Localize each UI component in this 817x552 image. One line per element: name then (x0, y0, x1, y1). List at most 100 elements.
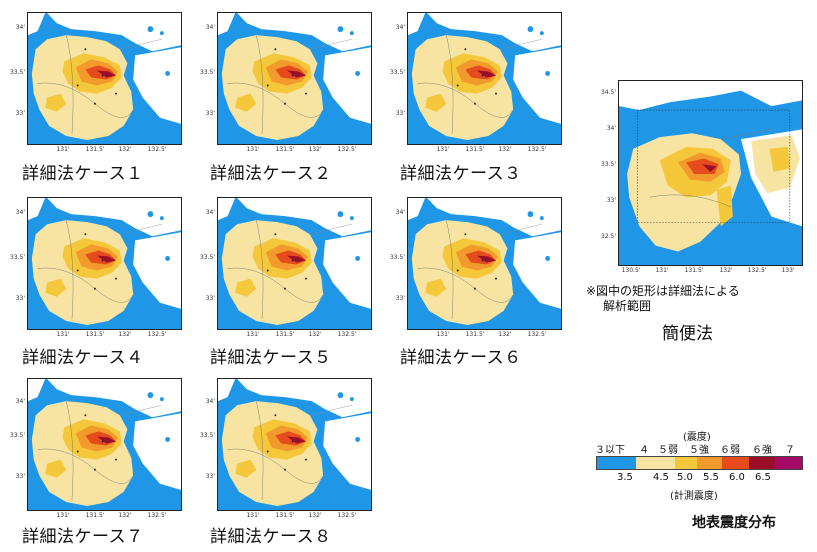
case-caption: 詳細法ケース１ (22, 164, 144, 184)
legend-swatch (748, 457, 776, 469)
y-tick: 33' (15, 473, 25, 480)
intensity-map (27, 12, 182, 145)
x-tick: 132' (308, 512, 322, 519)
simple-method-caption: 簡便法 (662, 324, 713, 344)
intensity-map (27, 197, 182, 330)
case-caption: 詳細法ケース２ (210, 164, 332, 184)
y-tick: 33.5' (9, 432, 25, 439)
x-tick: 131.5' (85, 331, 105, 338)
x-tick: 131' (246, 146, 260, 153)
y-tick: 34.5' (600, 89, 616, 96)
x-tick: 130.5' (621, 267, 641, 274)
x-tick: 131' (246, 331, 260, 338)
legend-class: ６強 (752, 445, 772, 456)
y-tick: 33.5' (9, 69, 25, 76)
x-tick: 131.5' (465, 146, 485, 153)
y-tick: 33' (205, 110, 215, 117)
y-tick: 33' (395, 110, 405, 117)
intensity-map (217, 378, 372, 511)
x-tick: 131.5' (275, 331, 295, 338)
legend-class: ３以下 (595, 445, 625, 456)
y-tick: 33.5' (389, 254, 405, 261)
case-caption: 詳細法ケース４ (22, 348, 144, 368)
legend-value: 6.5 (755, 472, 771, 483)
y-tick: 33.5' (199, 254, 215, 261)
legend-class: ５弱 (658, 445, 678, 456)
x-tick: 131' (655, 267, 669, 274)
legend-value: 4.5 (653, 472, 669, 483)
x-tick: 133' (781, 267, 795, 274)
x-tick: 132' (118, 331, 132, 338)
x-tick: 131.5' (465, 331, 485, 338)
figure-title: 地表震度分布 (692, 515, 776, 531)
y-tick: 34' (15, 398, 25, 405)
x-tick: 132.5' (147, 512, 167, 519)
x-tick: 131' (56, 146, 70, 153)
x-tick: 132' (118, 146, 132, 153)
y-tick: 34' (15, 24, 25, 31)
y-tick: 34' (15, 209, 25, 216)
y-tick: 33.5' (389, 69, 405, 76)
y-tick: 34' (205, 24, 215, 31)
y-tick: 33' (15, 110, 25, 117)
x-tick: 131.5' (275, 512, 295, 519)
legend-value: 5.0 (677, 472, 693, 483)
legend-swatch (697, 457, 723, 469)
y-tick: 33' (205, 295, 215, 302)
intensity-map (407, 197, 562, 330)
x-tick: 132.5' (337, 331, 357, 338)
legend-header: (震度) (683, 432, 711, 443)
legend-swatch (722, 457, 749, 469)
x-tick: 131' (436, 146, 450, 153)
y-tick: 34' (395, 209, 405, 216)
analysis-range-note: ※図中の矩形は詳細法による (586, 284, 740, 298)
legend-swatch (674, 457, 698, 469)
x-tick: 132' (118, 512, 132, 519)
intensity-map (407, 12, 562, 145)
case-caption: 詳細法ケース７ (22, 527, 144, 547)
case-caption: 詳細法ケース８ (210, 527, 332, 547)
legend-footer: (計測震度) (670, 491, 718, 502)
x-tick: 131.5' (684, 267, 704, 274)
x-tick: 132.5' (747, 267, 767, 274)
y-tick: 33.5' (9, 254, 25, 261)
x-tick: 132.5' (147, 146, 167, 153)
x-tick: 131' (246, 512, 260, 519)
x-tick: 132' (308, 146, 322, 153)
analysis-range-note-line2: 解析範囲 (603, 299, 652, 313)
y-tick: 33.5' (199, 69, 215, 76)
legend-value: 6.0 (729, 472, 745, 483)
y-tick: 34' (205, 209, 215, 216)
legend-swatch (597, 457, 636, 469)
x-tick: 132.5' (337, 146, 357, 153)
legend-swatch (635, 457, 675, 469)
y-tick: 33' (205, 473, 215, 480)
simple-intensity-map (618, 80, 803, 266)
x-tick: 132.5' (337, 512, 357, 519)
legend-class: ６弱 (720, 445, 740, 456)
x-tick: 132.5' (527, 331, 547, 338)
case-caption: 詳細法ケース６ (400, 348, 522, 368)
legend-swatch (775, 457, 802, 469)
x-tick: 131.5' (85, 512, 105, 519)
legend-class: ４ (639, 445, 649, 456)
x-tick: 131.5' (275, 146, 295, 153)
y-tick: 33.5' (600, 161, 616, 168)
y-tick: 32.5' (600, 233, 616, 240)
y-tick: 34' (395, 24, 405, 31)
x-tick: 132' (498, 146, 512, 153)
y-tick: 33' (395, 295, 405, 302)
y-tick: 34' (606, 125, 616, 132)
x-tick: 132' (308, 331, 322, 338)
x-tick: 131' (56, 331, 70, 338)
x-tick: 132' (719, 267, 733, 274)
legend-value: 3.5 (617, 472, 633, 483)
intensity-map (27, 378, 182, 511)
legend-color-bar (596, 456, 803, 470)
intensity-map (217, 12, 372, 145)
x-tick: 131' (436, 331, 450, 338)
x-tick: 132' (498, 331, 512, 338)
y-tick: 33.5' (199, 432, 215, 439)
y-tick: 33' (15, 295, 25, 302)
legend-class: ５強 (689, 445, 709, 456)
